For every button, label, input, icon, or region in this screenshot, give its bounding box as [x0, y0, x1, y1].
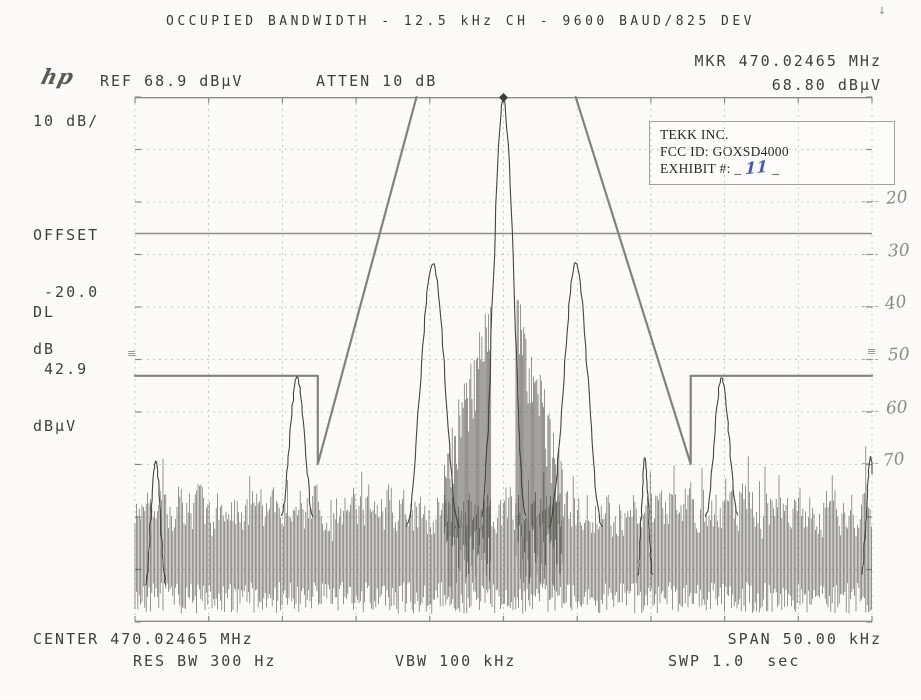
amplitude-offset-readout: OFFSET -20.0 dB	[33, 188, 99, 397]
res-bw-readout: RES BW 300 Hz	[133, 652, 277, 670]
center-frequency-readout: CENTER 470.02465 MHz	[33, 630, 254, 648]
handwritten-axis-label-70: 70	[882, 448, 906, 472]
handwritten-axis-label-60: 60	[885, 397, 909, 419]
stamp-exhibit-line: EXHIBIT #: _ 11 _	[660, 157, 884, 179]
offset-label: OFFSET	[33, 226, 100, 244]
handwritten-axis-label-40: 40	[883, 291, 908, 315]
handwritten-axis-label-30: 30	[887, 240, 911, 262]
marker-frequency-readout: MKR 470.02465 MHz	[694, 52, 882, 70]
hp-logo: hp	[38, 64, 78, 89]
display-line-readout: DL 42.9 dBµV	[33, 265, 88, 474]
down-arrow-icon: ↓	[878, 3, 886, 18]
ref-level-readout: REF 68.9 dBµV	[100, 72, 244, 90]
pencil-leader-dash	[862, 411, 878, 412]
pencil-scribble-mark-left: ≡	[127, 347, 137, 360]
stamp-company: TEKK INC.	[660, 127, 729, 142]
span-readout: SPAN 50.00 kHz	[727, 630, 882, 648]
pencil-leader-dash	[862, 359, 878, 360]
stamp-exhibit-prefix: EXHIBIT #: _	[660, 161, 742, 176]
spectrum-plot	[133, 93, 874, 623]
attenuation-readout: ATTEN 10 dB	[316, 72, 438, 90]
pencil-scribble-mark-right: ≡	[867, 345, 877, 358]
handwritten-axis-label-20: 20	[885, 187, 909, 209]
stamp-exhibit-suffix: _	[772, 161, 780, 176]
page-title: OCCUPIED BANDWIDTH - 12.5 kHz CH - 9600 …	[166, 14, 755, 29]
marker-level-readout: 68.80 dBµV	[771, 76, 882, 94]
pencil-leader-dash	[862, 463, 878, 464]
handwritten-axis-label-50: 50	[887, 344, 910, 366]
offset-unit: dB	[33, 340, 56, 358]
sweep-time-readout: SWP 1.0 sec	[668, 652, 801, 670]
pencil-leader-dash	[862, 201, 878, 202]
pencil-leader-dash	[862, 306, 878, 307]
scale-per-div-readout: 10 dB/	[33, 112, 100, 130]
vbw-readout: VBW 100 kHz	[395, 652, 517, 670]
dl-label: DL	[33, 303, 56, 321]
offset-value: -20.0	[33, 283, 100, 301]
pencil-leader-dash	[862, 254, 878, 255]
dl-unit: dBµV	[33, 417, 78, 435]
dl-value: 42.9	[33, 360, 89, 378]
